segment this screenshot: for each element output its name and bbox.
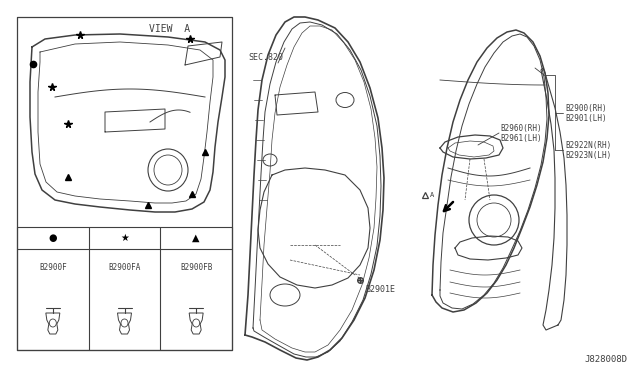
Text: B2922N(RH): B2922N(RH) <box>565 141 611 150</box>
Text: B2961(LH): B2961(LH) <box>500 134 541 142</box>
Text: B2900F: B2900F <box>39 263 67 272</box>
Text: B2900FB: B2900FB <box>180 263 212 272</box>
Text: B2901(LH): B2901(LH) <box>565 113 607 122</box>
Text: ●: ● <box>49 233 57 243</box>
Text: ★: ★ <box>120 233 129 243</box>
Text: B2901E: B2901E <box>365 285 395 295</box>
Text: SEC.820: SEC.820 <box>248 52 283 61</box>
Text: A: A <box>430 192 435 198</box>
Text: J828008D: J828008D <box>584 355 627 364</box>
Text: B2923N(LH): B2923N(LH) <box>565 151 611 160</box>
Text: B2960(RH): B2960(RH) <box>500 124 541 132</box>
Text: ▲: ▲ <box>193 233 200 243</box>
Text: B2900(RH): B2900(RH) <box>565 103 607 112</box>
Text: B2900FA: B2900FA <box>108 263 141 272</box>
Text: VIEW  A: VIEW A <box>149 24 190 34</box>
